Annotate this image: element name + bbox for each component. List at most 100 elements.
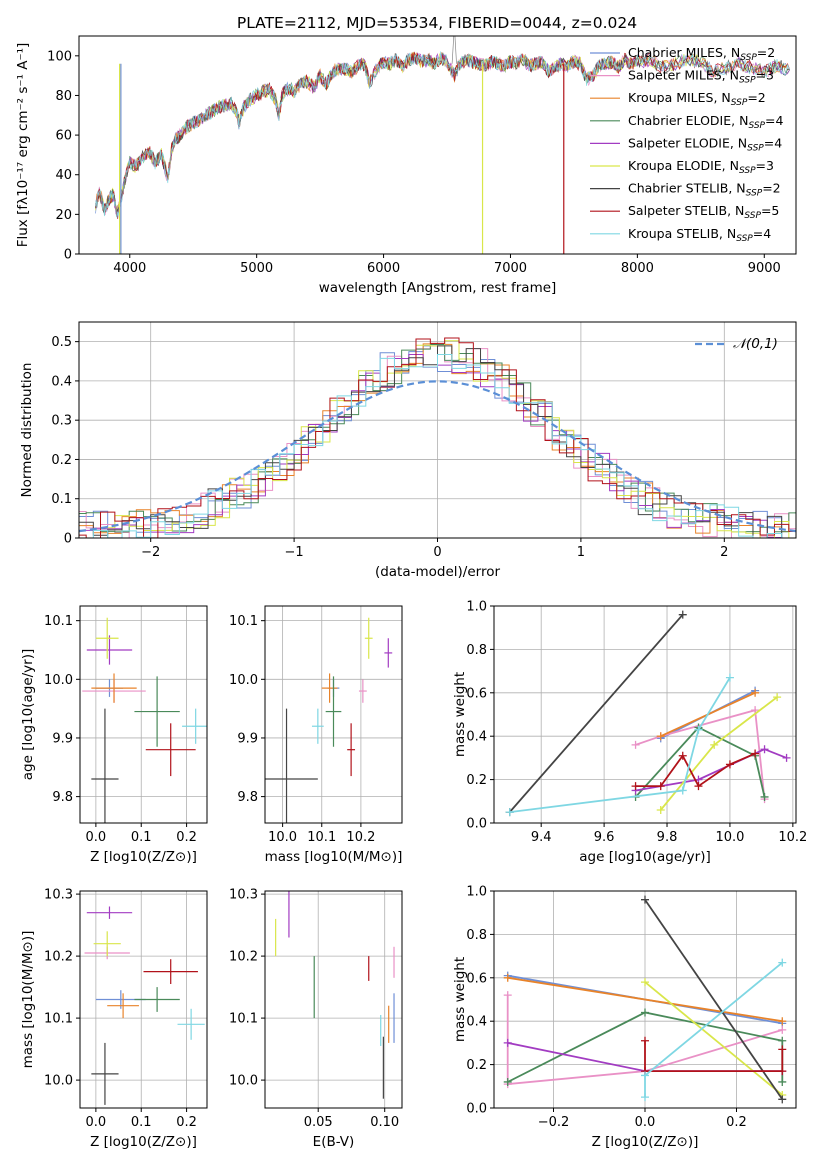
weight-point-marker bbox=[778, 958, 787, 967]
y-tick-label: 0.0 bbox=[466, 817, 487, 832]
axes-frame bbox=[78, 35, 797, 255]
x-axis-label: Z [log10(Z/Z⊙)] bbox=[592, 1134, 699, 1150]
weight-point-marker bbox=[782, 753, 791, 762]
weight-vs-age-panel: 9.4 9.6 9.8 10.0 10.2 0.0 0.2 0.4 0.6 0.8 1.0 age [… bbox=[452, 600, 807, 866]
x-axis-label: mass [log10(M/M⊙)] bbox=[265, 849, 403, 865]
x-tick-label: 0 bbox=[433, 545, 441, 560]
legend-label: Chabrier MILES, NSSP=2 bbox=[628, 45, 775, 63]
errorbar-points bbox=[82, 617, 207, 823]
weight-point-marker bbox=[778, 1025, 787, 1034]
weight-point-marker bbox=[503, 1038, 512, 1047]
y-tick-label: 0.2 bbox=[466, 1058, 487, 1073]
weight-point-marker bbox=[631, 740, 640, 749]
legend-label-text: Kroupa STELIB, N bbox=[628, 226, 736, 241]
x-axis-label: Z [log10(Z/Z⊙)] bbox=[90, 1134, 197, 1150]
weight-point-marker bbox=[778, 1045, 787, 1054]
legend-label-text: Chabrier ELODIE, N bbox=[628, 113, 748, 128]
weight-point-marker bbox=[641, 1071, 649, 1080]
x-tick-label: 0.2 bbox=[176, 830, 197, 845]
y-tick-label: 0.0 bbox=[466, 1102, 487, 1117]
axes-frame bbox=[79, 890, 208, 1109]
x-tick-label: 9.4 bbox=[531, 830, 552, 845]
y-tick-label: 0.4 bbox=[51, 374, 72, 389]
weight-point-marker bbox=[760, 792, 769, 801]
weight-point-marker bbox=[773, 693, 782, 702]
legend-label-value: =3 bbox=[756, 158, 774, 173]
x-tick-label: 0.2 bbox=[726, 1115, 747, 1130]
legend-label-value: =2 bbox=[747, 90, 765, 105]
age-vs-metallicity-panel: 0.0 0.1 0.2 9.8 9.9 10.0 10.1 Z [log10(Z/Z⊙)] ag… bbox=[20, 605, 208, 865]
x-tick-label: 0.10 bbox=[370, 1115, 399, 1130]
x-tick-label: 2 bbox=[720, 545, 728, 560]
y-tick-label: 10.1 bbox=[44, 1012, 73, 1027]
emission-line-spike bbox=[451, 36, 457, 64]
weight-point-marker bbox=[641, 895, 649, 904]
legend-label-subscript: SSP bbox=[731, 98, 748, 108]
legend-label-text: Salpeter ELODIE, N bbox=[628, 135, 747, 150]
legend-label: Kroupa STELIB, NSSP=4 bbox=[628, 226, 771, 244]
y-tick-label: 60 bbox=[55, 129, 72, 144]
y-tick-label: 100 bbox=[47, 49, 72, 64]
errorbar-points bbox=[275, 891, 395, 1099]
spectrum-series-line bbox=[95, 51, 791, 219]
weight-point-marker bbox=[725, 673, 734, 682]
weight-point-marker bbox=[751, 749, 760, 758]
y-tick-label: 10.0 bbox=[44, 1074, 73, 1089]
y-tick-label: 1.0 bbox=[466, 600, 487, 615]
y-tick-label: 0.2 bbox=[51, 453, 72, 468]
weight-point-marker bbox=[656, 732, 665, 741]
x-tick-label: 10.2 bbox=[346, 830, 375, 845]
x-axis-label: wavelength [Angstrom, rest frame] bbox=[319, 280, 557, 296]
legend-label-value: =2 bbox=[762, 181, 780, 196]
weight-point-marker bbox=[678, 610, 687, 619]
y-tick-label: 10.1 bbox=[229, 614, 258, 629]
weight-series-line bbox=[634, 726, 766, 798]
legend-label-value: =4 bbox=[764, 135, 782, 150]
y-axis-label: mass weight bbox=[452, 672, 468, 757]
weight-lines bbox=[503, 895, 787, 1104]
weight-point-marker bbox=[778, 1036, 787, 1045]
weight-point-marker bbox=[503, 973, 512, 982]
axes-frame bbox=[264, 605, 403, 824]
x-tick-label: 10.0 bbox=[715, 830, 744, 845]
histogram-series-step bbox=[79, 337, 796, 538]
legend-label: Chabrier ELODIE, NSSP=4 bbox=[628, 113, 783, 131]
legend-label-text: Kroupa MILES, N bbox=[628, 90, 731, 105]
legend-label-value: =4 bbox=[765, 113, 783, 128]
weight-point-marker bbox=[725, 760, 734, 769]
histogram-steps bbox=[79, 337, 796, 538]
x-tick-label: 6000 bbox=[367, 261, 400, 276]
y-tick-label: 0.8 bbox=[466, 928, 487, 943]
errorbar-points bbox=[84, 906, 205, 1105]
x-tick-label: 0.05 bbox=[304, 1115, 333, 1130]
x-tick-label: 7000 bbox=[494, 261, 527, 276]
weight-point-marker bbox=[778, 1067, 787, 1076]
weight-point-marker bbox=[751, 688, 760, 697]
y-tick-label: 20 bbox=[55, 208, 72, 223]
spectrum-panel: 4000 5000 6000 7000 8000 9000 0 20 40 60 80 100 wave… bbox=[15, 35, 797, 296]
x-tick-label: 0.0 bbox=[635, 1115, 656, 1130]
y-tick-label: 40 bbox=[55, 168, 72, 183]
weight-point-marker bbox=[694, 782, 703, 791]
y-tick-label: 9.9 bbox=[52, 731, 73, 746]
y-tick-label: 0.4 bbox=[466, 730, 487, 745]
gaussian-reference-curve bbox=[79, 380, 796, 533]
weight-point-marker bbox=[656, 805, 665, 814]
residual-histogram-panel: −2 −1 0 1 2 0 0.1 0.2 0.3 0.4 0.5 (data-model)/erro… bbox=[19, 321, 797, 580]
legend-label: Kroupa ELODIE, NSSP=3 bbox=[628, 158, 774, 176]
y-tick-label: 0 bbox=[64, 532, 72, 547]
histogram-series-step bbox=[79, 340, 796, 538]
spectrum-lines bbox=[95, 36, 791, 254]
mass-vs-metallicity-panel: 0.0 0.1 0.2 10.0 10.1 10.2 10.3 Z [log10(Z/Z⊙)]… bbox=[20, 888, 208, 1150]
x-tick-label: 9.8 bbox=[657, 830, 678, 845]
weight-point-marker bbox=[778, 1017, 787, 1026]
x-tick-label: 10.0 bbox=[268, 830, 297, 845]
x-tick-label: 10.1 bbox=[307, 830, 336, 845]
y-axis-label: mass weight bbox=[452, 957, 468, 1042]
y-tick-label: 0.6 bbox=[466, 686, 487, 701]
weight-series-line bbox=[644, 981, 783, 1096]
y-tick-label: 10.0 bbox=[44, 673, 73, 688]
histogram-series-step bbox=[79, 344, 796, 533]
y-tick-label: 0.8 bbox=[466, 643, 487, 658]
y-tick-label: 0.1 bbox=[51, 492, 72, 507]
